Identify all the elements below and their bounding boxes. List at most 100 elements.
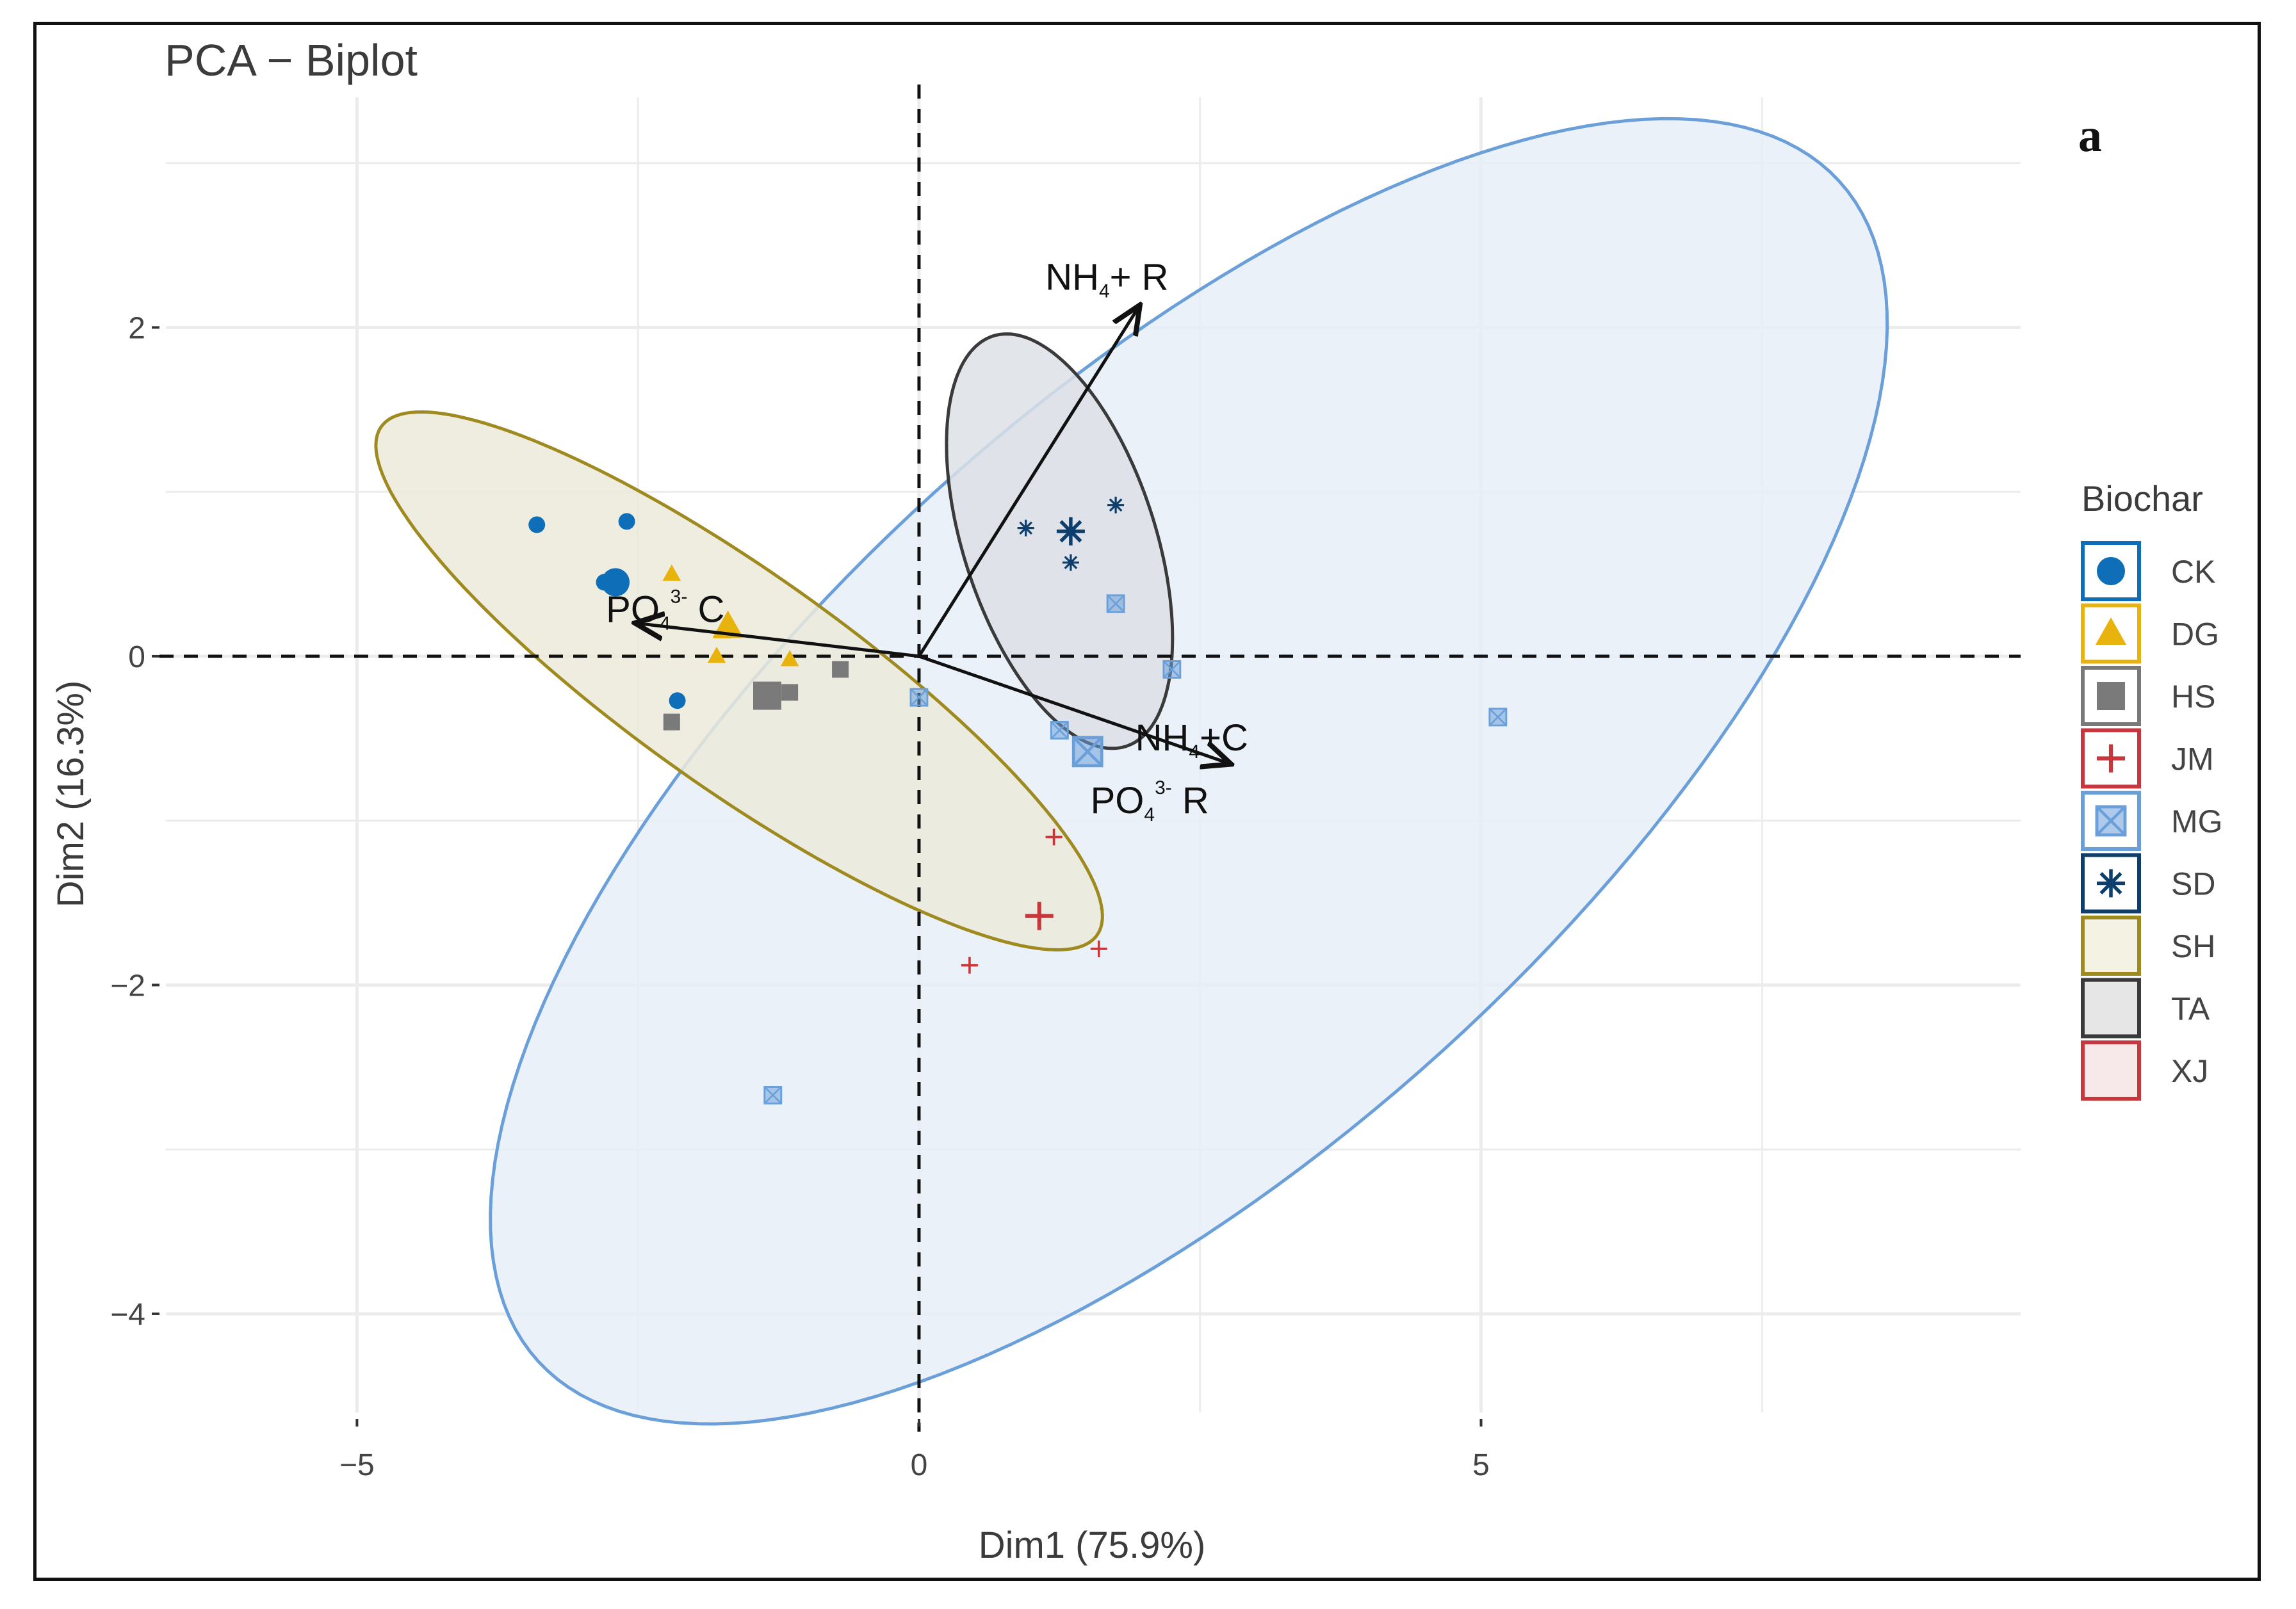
marker-stroke bbox=[1064, 556, 1078, 569]
legend-key bbox=[2081, 978, 2141, 1039]
confidence-ellipse-ta bbox=[945, 332, 1175, 750]
legend-item-jm: JM bbox=[2081, 728, 2214, 789]
legend-label: CK bbox=[2171, 554, 2215, 590]
legend-label: DG bbox=[2171, 617, 2219, 652]
arrow-label-rest: R bbox=[1172, 780, 1209, 821]
x-tick-label: 0 bbox=[911, 1448, 928, 1482]
legend-label: XJ bbox=[2171, 1053, 2208, 1089]
legend-key bbox=[2081, 728, 2141, 789]
legend-label: TA bbox=[2171, 991, 2210, 1027]
data-point-mg bbox=[1488, 707, 1508, 727]
legend-label: JM bbox=[2171, 741, 2214, 777]
data-point-hs bbox=[832, 661, 849, 678]
arrow-label-sub: 4 bbox=[1144, 804, 1155, 825]
data-point-mg bbox=[1106, 594, 1125, 613]
data-point-hs bbox=[663, 713, 680, 731]
arrow-label-main: NH bbox=[1136, 717, 1189, 759]
y-axis-label: Dim2 (16.3%) bbox=[50, 681, 92, 908]
arrow-label-main: NH bbox=[1045, 257, 1099, 298]
legend-key bbox=[2081, 541, 2141, 601]
data-point-sd bbox=[1107, 496, 1125, 513]
data-point-dg bbox=[707, 647, 726, 663]
y-tick-label: −4 bbox=[110, 1298, 145, 1332]
data-point-sd bbox=[1017, 519, 1034, 537]
legend-label: MG bbox=[2171, 804, 2223, 839]
legend-item-sh: SH bbox=[2081, 916, 2215, 976]
centroid-sd bbox=[1056, 517, 1085, 546]
data-point-sd bbox=[1062, 554, 1079, 571]
legend-title: Biochar bbox=[2081, 478, 2203, 519]
data-point-ck bbox=[528, 516, 546, 533]
centroid-hs bbox=[753, 681, 782, 710]
marker-stroke bbox=[910, 688, 928, 707]
x-axis-label: Dim1 (75.9%) bbox=[979, 1524, 1206, 1566]
marker-stroke bbox=[1072, 736, 1103, 767]
legend-marker bbox=[2097, 682, 2125, 710]
legend-item-mg: MG bbox=[2081, 791, 2223, 851]
legend-item-dg: DG bbox=[2081, 603, 2219, 664]
arrow-label: NH4+ R bbox=[1045, 257, 1168, 302]
legend-item-ta: TA bbox=[2081, 978, 2210, 1039]
y-tick-label: 2 bbox=[128, 311, 145, 345]
data-point-jm bbox=[961, 957, 978, 974]
arrow-label-rest: +C bbox=[1200, 717, 1248, 759]
legend-label: HS bbox=[2171, 679, 2215, 715]
marker-stroke bbox=[1162, 660, 1181, 679]
confidence-ellipse-mg bbox=[489, 117, 1889, 1426]
arrow-label-sup: 3- bbox=[1155, 777, 1172, 798]
marker-stroke bbox=[763, 1086, 782, 1104]
legend-item-hs: HS bbox=[2081, 666, 2215, 726]
legend-key bbox=[2081, 916, 2141, 976]
legend-label: SD bbox=[2171, 866, 2215, 902]
arrow-label: PO43- R bbox=[1091, 777, 1209, 825]
marker-stroke bbox=[1019, 521, 1033, 535]
data-point-dg bbox=[662, 564, 681, 581]
marker-stroke bbox=[2099, 871, 2122, 895]
legend-item-xj: XJ bbox=[2081, 1040, 2208, 1101]
data-point-hs bbox=[781, 684, 799, 701]
arrow-label-sub: 4 bbox=[1189, 741, 1200, 763]
data-point-mg bbox=[763, 1086, 783, 1104]
marker-stroke bbox=[1050, 721, 1069, 740]
legend-items: CK DG HS JM MG SD SH TA XJ bbox=[2081, 541, 2223, 1101]
data-point-jm bbox=[1045, 829, 1063, 846]
arrow-label-sub: 4 bbox=[1099, 281, 1110, 302]
legend-item-ck: CK bbox=[2081, 541, 2215, 601]
x-tick-label: 5 bbox=[1472, 1448, 1490, 1482]
legend-item-sd: SD bbox=[2081, 853, 2215, 914]
arrow-label: PO43- C bbox=[606, 586, 724, 635]
legend-marker bbox=[2097, 744, 2125, 773]
marker-stroke bbox=[1109, 498, 1123, 512]
panel-label: a bbox=[2078, 109, 2102, 162]
y-tick-label: 0 bbox=[128, 640, 145, 674]
ellipse-layer bbox=[374, 117, 1889, 1426]
data-point-mg bbox=[1050, 721, 1069, 740]
data-point-dg bbox=[780, 650, 799, 667]
y-tick-label: −2 bbox=[110, 969, 145, 1003]
marker-stroke bbox=[2096, 805, 2126, 836]
marker-stroke bbox=[1059, 520, 1082, 543]
legend: Biochar CK DG HS JM MG SD SH TA XJ bbox=[2081, 478, 2223, 1101]
arrow-label-main: PO bbox=[1091, 780, 1144, 821]
legend-marker bbox=[2097, 869, 2125, 898]
data-point-mg bbox=[1162, 660, 1182, 679]
legend-marker bbox=[2097, 557, 2125, 585]
reference-lines bbox=[159, 85, 2021, 1432]
centroid-mg bbox=[1071, 736, 1103, 768]
marker-stroke bbox=[1488, 708, 1507, 726]
legend-label: SH bbox=[2171, 928, 2215, 964]
data-point-jm bbox=[1090, 940, 1107, 957]
data-point-ck bbox=[618, 513, 635, 530]
legend-marker bbox=[2095, 805, 2127, 837]
loading-arrow bbox=[918, 654, 1228, 763]
centroid-jm bbox=[1025, 902, 1054, 930]
centroid-dg bbox=[712, 610, 744, 638]
arrow-label-rest: + R bbox=[1110, 257, 1169, 298]
loading-arrow bbox=[638, 624, 920, 658]
legend-key bbox=[2081, 1040, 2141, 1101]
data-point-ck bbox=[669, 692, 686, 709]
arrow-label: NH4+C bbox=[1136, 717, 1248, 763]
axis-layer: −5 0 5 2 0 −2 −4 bbox=[110, 311, 1490, 1482]
loading-arrow bbox=[917, 308, 1138, 658]
